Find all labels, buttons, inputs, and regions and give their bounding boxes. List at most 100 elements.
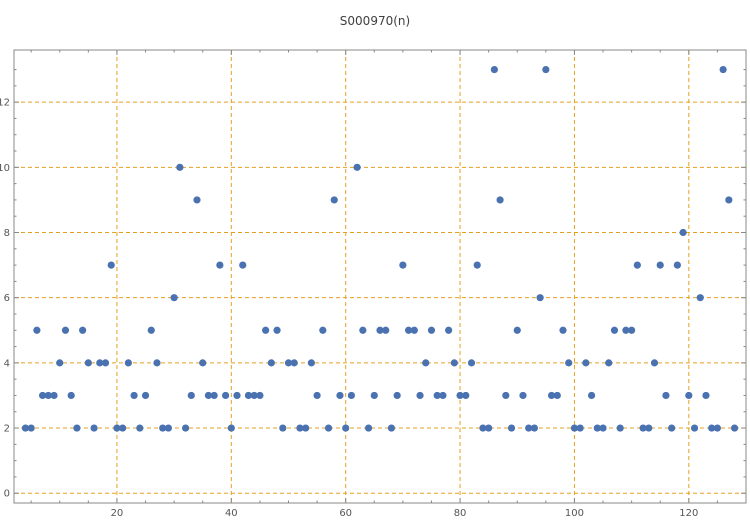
data-point [187, 391, 195, 400]
data-point [193, 196, 201, 204]
data-point [679, 228, 687, 237]
data-point [107, 261, 115, 269]
data-point [250, 391, 258, 400]
data-point [67, 391, 75, 400]
data-point [713, 424, 722, 432]
data-point [199, 359, 207, 367]
data-point [496, 196, 504, 204]
data-point [473, 261, 481, 269]
data-point [502, 391, 510, 400]
data-point [582, 359, 590, 367]
data-point [244, 391, 253, 400]
data-point [645, 424, 653, 432]
data-point [547, 391, 556, 400]
x-tick-label: 100 [565, 508, 584, 519]
data-point [370, 391, 378, 400]
data-point [159, 424, 167, 432]
data-point [445, 326, 453, 334]
data-point [605, 359, 613, 367]
data-point [33, 326, 41, 334]
data-point [467, 359, 476, 367]
data-point [307, 359, 315, 367]
data-point [27, 424, 35, 432]
data-point [359, 326, 367, 334]
x-tick-label: 40 [225, 508, 238, 519]
data-point [404, 326, 413, 334]
data-point [330, 196, 338, 204]
data-point [256, 391, 264, 400]
y-tick-label: 2 [4, 424, 10, 435]
data-point [656, 261, 664, 269]
data-point [662, 391, 670, 400]
data-point [507, 424, 516, 432]
data-point [147, 326, 155, 334]
data-point [290, 359, 298, 367]
data-point [525, 424, 533, 432]
data-point [176, 163, 184, 171]
data-point [324, 424, 333, 432]
data-point [410, 326, 418, 334]
data-point [553, 391, 561, 400]
data-point [690, 424, 699, 432]
data-point [490, 65, 498, 74]
data-point [130, 391, 138, 400]
data-point [84, 359, 92, 367]
x-tick-label: 60 [339, 508, 352, 519]
data-point [439, 391, 447, 400]
data-point [685, 391, 693, 400]
data-point [427, 326, 436, 334]
data-point [387, 424, 396, 432]
data-point [725, 196, 733, 204]
data-point [50, 391, 58, 400]
data-point [530, 424, 539, 432]
data-point [56, 359, 64, 367]
data-point [593, 424, 601, 432]
data-point [90, 424, 98, 432]
data-point [650, 359, 659, 367]
data-point [61, 326, 70, 334]
data-point [456, 391, 464, 400]
data-point [239, 261, 247, 269]
data-point [536, 294, 544, 302]
data-point [639, 424, 647, 432]
data-point [204, 391, 213, 400]
plot-frame [13, 49, 747, 504]
data-point [628, 326, 636, 334]
y-tick-label: 0 [4, 489, 10, 500]
chart-title: S000970(n) [339, 14, 411, 28]
data-point [364, 424, 373, 432]
data-point [21, 424, 30, 432]
data-point [279, 424, 287, 432]
data-point [696, 294, 704, 302]
data-point [587, 391, 596, 400]
y-tick-label: 6 [4, 293, 10, 304]
data-point [599, 424, 607, 432]
data-point [353, 163, 361, 171]
data-point [79, 326, 87, 334]
data-point [576, 424, 584, 432]
data-point [702, 391, 710, 400]
data-point [313, 391, 321, 400]
data-point [216, 261, 224, 269]
data-point [376, 326, 384, 334]
data-point [622, 326, 630, 334]
data-point [101, 359, 110, 367]
data-point [44, 391, 52, 400]
y-tick-label: 4 [4, 358, 10, 369]
data-point [124, 359, 132, 367]
data-point [210, 391, 218, 400]
data-point [479, 424, 487, 432]
data-point [170, 294, 178, 302]
data-point [273, 326, 281, 334]
data-point [730, 424, 739, 432]
data-point [565, 359, 573, 367]
data-point [267, 359, 275, 367]
data-point [284, 359, 293, 367]
x-tick-label: 20 [111, 508, 124, 519]
data-point [485, 424, 493, 432]
data-point [136, 424, 144, 432]
data-point [319, 326, 327, 334]
data-point [181, 424, 190, 432]
x-tick-label: 80 [454, 508, 467, 519]
data-point [96, 359, 104, 367]
